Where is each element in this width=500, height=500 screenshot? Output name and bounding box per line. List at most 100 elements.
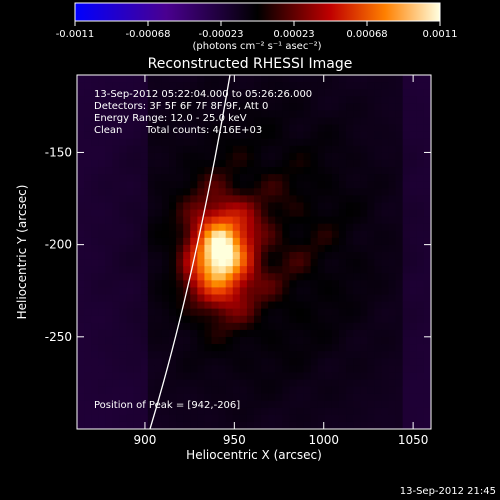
heatmap-cell (317, 167, 326, 175)
heatmap-cell (324, 414, 333, 423)
heatmap-cell (317, 159, 326, 168)
heatmap-cell (147, 96, 156, 104)
heatmap-cell (282, 329, 290, 338)
heatmap-cell (331, 308, 340, 317)
heatmap-cell (140, 344, 149, 352)
heatmap-cell (402, 407, 411, 416)
heatmap-cell (416, 372, 425, 381)
heatmap-cell (317, 209, 326, 218)
heatmap-cell (409, 124, 418, 133)
heatmap-cell (289, 230, 298, 239)
heatmap-cell (254, 103, 262, 111)
y-tick-label: -250 (45, 330, 72, 344)
heatmap-cell (112, 82, 121, 90)
heatmap-cell (289, 174, 298, 182)
heatmap-cell (353, 195, 361, 204)
heatmap-cell (91, 393, 99, 402)
heatmap-cell (395, 421, 404, 429)
heatmap-cell (402, 379, 411, 388)
heatmap-cell (367, 202, 375, 211)
heatmap-cell (275, 152, 283, 161)
heatmap-cell (395, 75, 404, 83)
heatmap-cell (331, 103, 340, 111)
heatmap-cell (317, 110, 326, 119)
heatmap-cell (395, 344, 404, 352)
heatmap-cell (239, 152, 248, 161)
heatmap-cell (338, 280, 347, 288)
heatmap-cell (91, 167, 99, 175)
heatmap-cell (154, 244, 163, 253)
heatmap-cell (112, 96, 121, 104)
heatmap-cell (154, 259, 163, 267)
heatmap-cell (232, 344, 241, 352)
heatmap-cell (246, 188, 255, 196)
heatmap-cell (409, 110, 418, 119)
heatmap-cell (105, 365, 113, 373)
heatmap-cell (239, 159, 248, 168)
heatmap-cell (402, 414, 411, 423)
heatmap-cell (275, 82, 283, 90)
heatmap-cell (190, 301, 198, 310)
heatmap-cell (381, 131, 390, 140)
heatmap-cell (190, 216, 198, 225)
heatmap-cell (204, 96, 213, 104)
heatmap-cell (232, 308, 241, 317)
heatmap-cell (183, 138, 191, 147)
heatmap-cell (119, 82, 128, 90)
heatmap-cell (310, 273, 319, 281)
heatmap-cell (338, 421, 347, 429)
heatmap-cell (296, 329, 305, 338)
heatmap-cell (190, 365, 198, 373)
heatmap-cell (105, 301, 113, 310)
heatmap-cell (246, 252, 255, 260)
heatmap-cell (324, 145, 333, 154)
heatmap-cell (289, 167, 298, 175)
heatmap-cell (402, 393, 411, 402)
heatmap-cell (246, 117, 255, 126)
heatmap-cell (268, 237, 276, 246)
heatmap-cell (225, 216, 234, 225)
heatmap-cell (147, 75, 156, 83)
heatmap-cell (105, 244, 113, 253)
heatmap-cell (395, 209, 404, 218)
heatmap-cell (211, 308, 220, 317)
heatmap-cell (268, 252, 276, 260)
heatmap-cell (169, 308, 177, 317)
heatmap-cell (360, 252, 368, 260)
heatmap-cell (84, 138, 92, 147)
heatmap-cell (232, 103, 241, 111)
heatmap-cell (225, 237, 234, 246)
heatmap-cell (324, 152, 333, 161)
heatmap-cell (367, 138, 375, 147)
heatmap-cell (303, 365, 312, 373)
heatmap-cell (360, 96, 368, 104)
heatmap-cell (360, 237, 368, 246)
heatmap-cell (98, 96, 106, 104)
heatmap-cell (317, 400, 326, 409)
heatmap-cell (324, 103, 333, 111)
heatmap-cell (282, 117, 290, 126)
heatmap-cell (289, 421, 298, 429)
heatmap-cell (218, 209, 227, 218)
heatmap-cell (147, 372, 156, 381)
heatmap-cell (303, 308, 312, 317)
heatmap-cell (346, 372, 354, 381)
heatmap-cell (388, 308, 397, 317)
heatmap-cell (331, 273, 340, 281)
heatmap-cell (232, 379, 241, 388)
heatmap-cell (197, 216, 206, 225)
heatmap-cell (225, 138, 234, 147)
heatmap-cell (374, 159, 383, 168)
heatmap-cell (133, 223, 142, 232)
heatmap-cell (232, 230, 241, 239)
heatmap-cell (147, 287, 156, 296)
heatmap-cell (402, 110, 411, 119)
heatmap-cell (204, 266, 213, 274)
heatmap-cell (254, 195, 262, 204)
heatmap-cell (98, 329, 106, 338)
heatmap-cell (324, 138, 333, 147)
heatmap-cell (232, 365, 241, 373)
heatmap-cell (204, 294, 213, 303)
heatmap-cell (140, 174, 149, 182)
heatmap-cell (423, 237, 431, 246)
